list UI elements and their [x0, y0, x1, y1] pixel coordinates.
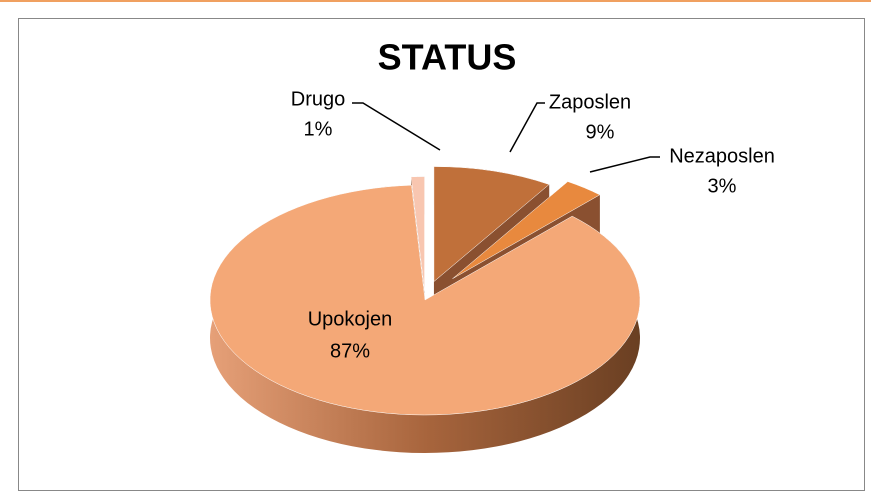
slice [410, 176, 425, 292]
category-label: Upokojen [308, 308, 393, 330]
slice [209, 184, 641, 416]
slice [433, 166, 550, 283]
chart-title: STATUS [378, 37, 517, 78]
category-label: Zaposlen [549, 91, 631, 113]
value-label: 9% [586, 121, 615, 143]
slice [452, 181, 601, 279]
leader-line [589, 156, 660, 173]
value-label: 87% [330, 340, 370, 362]
value-label: 3% [708, 175, 737, 197]
leader-line [509, 102, 545, 153]
category-label: Drugo [291, 88, 345, 110]
leader-line [352, 102, 441, 151]
value-label: 1% [304, 118, 333, 140]
category-label: Nezaposlen [669, 145, 775, 167]
